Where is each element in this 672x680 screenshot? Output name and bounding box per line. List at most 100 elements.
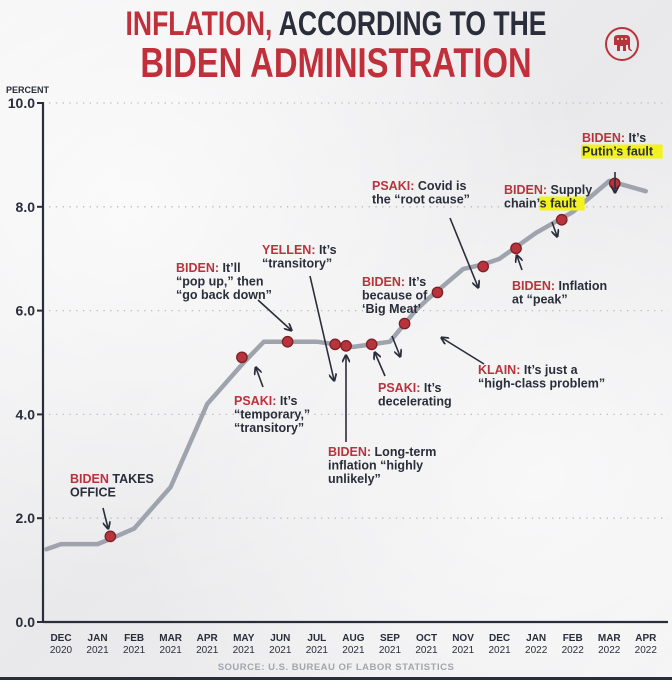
annotation-colon: : bbox=[551, 279, 555, 293]
x-tick-month: NOV bbox=[452, 633, 474, 644]
annotation-quote: Inflation bbox=[555, 279, 607, 293]
annotation-quote: It’s bbox=[625, 131, 646, 145]
x-tick-year: 2021 bbox=[306, 645, 329, 656]
annotation-colon: : bbox=[416, 381, 420, 395]
annotation-arrow bbox=[442, 338, 485, 365]
x-tick-year: 2022 bbox=[525, 645, 548, 656]
x-tick-month: DEC bbox=[50, 633, 71, 644]
x-tick-month: SEP bbox=[380, 633, 400, 644]
annotation-colon: : bbox=[311, 243, 315, 257]
annotation-text: “go back down” bbox=[176, 288, 272, 302]
annotation-quote: Supply bbox=[547, 183, 592, 197]
annotation-quote: TAKES bbox=[109, 472, 154, 486]
annotation-text: YELLEN: It’s bbox=[262, 243, 337, 257]
bottom-rule bbox=[0, 677, 672, 680]
x-tick-year: 2021 bbox=[342, 645, 365, 656]
y-tick-label: 10.0 bbox=[8, 95, 35, 111]
annotation-text: at “peak” bbox=[512, 293, 568, 307]
x-tick-year: 2021 bbox=[160, 645, 183, 656]
annotation-text: BIDEN TAKES bbox=[70, 472, 154, 486]
x-tick-year: 2021 bbox=[86, 645, 109, 656]
annotation-colon: : bbox=[543, 183, 547, 197]
annotation-arrow bbox=[375, 353, 386, 377]
data-point-marker bbox=[104, 530, 117, 543]
data-point-marker bbox=[555, 213, 568, 226]
x-tick-month: MAR bbox=[598, 633, 622, 644]
x-tick-month: JUL bbox=[307, 633, 326, 644]
annotation-colon: : bbox=[516, 363, 520, 377]
data-point-marker bbox=[281, 335, 294, 348]
annotation-text: PSAKI: It’s bbox=[378, 381, 441, 395]
x-tick-year: 2021 bbox=[452, 645, 475, 656]
annotation-speaker: PSAKI bbox=[378, 381, 416, 395]
annotation-speaker: BIDEN bbox=[362, 275, 401, 289]
annotation-text: BIDEN: Long-term bbox=[328, 445, 436, 459]
x-tick-year: 2022 bbox=[562, 645, 585, 656]
annotation-text: “transitory” bbox=[234, 421, 304, 435]
x-tick-month: AUG bbox=[342, 633, 364, 644]
title-line-1: INFLATION, ACCORDING TO THE bbox=[74, 6, 598, 42]
annotation-quote: It’ll bbox=[219, 261, 241, 275]
x-tick-month: APR bbox=[635, 633, 657, 644]
data-point-marker bbox=[365, 338, 378, 351]
annotation-text: the “root cause” bbox=[372, 193, 470, 207]
annotation-text: unlikely” bbox=[328, 472, 381, 486]
chart-title: INFLATION, ACCORDING TO THE BIDEN ADMINI… bbox=[74, 6, 598, 84]
gridlines bbox=[49, 102, 668, 519]
annotation-text: “temporary,” bbox=[234, 408, 310, 422]
x-tick-month: JUN bbox=[270, 633, 290, 644]
x-tick-month: JAN bbox=[526, 633, 546, 644]
highlight-mark bbox=[539, 196, 585, 211]
x-tick-month: OCT bbox=[416, 633, 437, 644]
annotation-arrow bbox=[391, 335, 400, 356]
data-point-marker bbox=[398, 317, 411, 330]
annotation-text: BIDEN: Inflation bbox=[512, 279, 607, 293]
annotation-speaker: KLAIN bbox=[478, 363, 516, 377]
annotation-speaker: YELLEN bbox=[262, 243, 311, 257]
x-tick-labels: DEC2020JAN2021FEB2021MAR2021APR2021MAY20… bbox=[50, 633, 657, 656]
x-tick-year: 2020 bbox=[50, 645, 73, 656]
annotation-quote: It’s bbox=[315, 243, 336, 257]
annotation-text: because of bbox=[362, 289, 428, 303]
annotation-speaker: PSAKI bbox=[234, 394, 272, 408]
annotation-text: ‘Big Meat’ bbox=[362, 302, 421, 316]
x-tick-month: JAN bbox=[88, 633, 108, 644]
annotation-text: decelerating bbox=[378, 395, 452, 409]
x-tick-month: FEB bbox=[124, 633, 144, 644]
axes bbox=[37, 102, 668, 624]
annotation-text: chain’s fault bbox=[504, 197, 577, 211]
republican-elephant-icon bbox=[605, 27, 639, 61]
annotation-text: PSAKI: It’s bbox=[234, 394, 297, 408]
source-note: SOURCE: U.S. BUREAU OF LABOR STATISTICS bbox=[218, 662, 455, 673]
x-tick-year: 2021 bbox=[123, 645, 146, 656]
annotation-quote: It’s bbox=[405, 275, 426, 289]
data-point-marker bbox=[340, 340, 352, 352]
title-line-2: BIDEN ADMINISTRATION bbox=[140, 39, 532, 86]
data-point-marker bbox=[236, 351, 248, 364]
annotation: YELLEN: It’s“transitory” bbox=[262, 243, 337, 380]
annotation-quote: It’s bbox=[420, 381, 441, 395]
annotation-arrow bbox=[102, 507, 108, 528]
annotation-colon: : bbox=[401, 275, 405, 289]
annotation-text: Putin’s fault bbox=[582, 145, 654, 159]
annotation-quote: Covid is bbox=[414, 179, 466, 193]
annotation-arrow bbox=[257, 299, 291, 330]
annotation-arrow bbox=[552, 221, 557, 236]
annotation-speaker: PSAKI bbox=[372, 179, 410, 193]
annotation-text: BIDEN: It’s bbox=[362, 275, 426, 289]
annotation-speaker: BIDEN bbox=[504, 183, 543, 197]
y-axis-label: PERCENT bbox=[6, 85, 50, 95]
annotation: PSAKI: It’s“temporary,”“transitory” bbox=[234, 368, 310, 435]
annotation-quote: It’s just a bbox=[520, 363, 578, 377]
annotation-colon: : bbox=[215, 261, 219, 275]
title-highlight: INFLATION, bbox=[125, 5, 273, 43]
annotation-quote: It’s bbox=[276, 394, 297, 408]
annotation-arrow bbox=[309, 275, 334, 380]
annotation-speaker: BIDEN bbox=[176, 261, 215, 275]
annotation-text: inflation “highly bbox=[328, 459, 423, 473]
